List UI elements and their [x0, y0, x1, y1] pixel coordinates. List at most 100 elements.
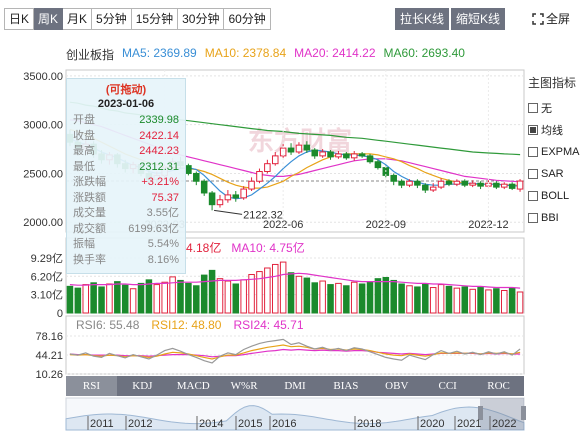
- candle-body: [477, 182, 484, 187]
- rsi-axis-label: 44.21: [35, 350, 63, 362]
- indicator-tab-bias[interactable]: BIAS: [333, 380, 359, 392]
- period-tab-4[interactable]: 15分钟: [131, 8, 179, 30]
- fullscreen-button[interactable]: 全屏: [532, 10, 570, 27]
- tooltip-value: 75.37: [151, 191, 179, 204]
- overview-selection: [480, 398, 524, 430]
- overview-right-handle: [521, 406, 526, 420]
- main-indicator-panel: 主图指标 无均线 EXPMA SAR BOLL BBI: [528, 74, 580, 229]
- candle-body: [453, 180, 461, 185]
- volume-bar: [445, 285, 453, 314]
- indicator-option-3[interactable]: SAR: [528, 163, 580, 185]
- period-tab-3[interactable]: 5分钟: [92, 8, 132, 30]
- ma-legend: 创业板指 MA5: 2369.89 MA10: 2378.84 MA20: 24…: [66, 46, 465, 63]
- shrink-kline-button[interactable]: 缩短K线: [451, 8, 506, 30]
- indicator-option-label: 无: [541, 103, 552, 115]
- price-axis-label: 3000.00: [23, 120, 63, 132]
- fullscreen-icon: [532, 12, 544, 25]
- volume-bar: [398, 283, 405, 314]
- volume-bar: [248, 274, 255, 314]
- ma20-value: MA20: 2414.22: [294, 46, 376, 60]
- checkbox-icon[interactable]: [528, 147, 538, 157]
- main-indicator-title: 主图指标: [528, 76, 577, 90]
- volume-bar: [477, 287, 484, 314]
- overview-year-label: 2022: [492, 418, 516, 430]
- candle-body: [240, 188, 247, 199]
- indicator-option-label: 均线: [541, 125, 563, 137]
- candle-body: [343, 153, 350, 159]
- indicator-tab-roc[interactable]: ROC: [487, 380, 510, 392]
- checked-checkbox-icon[interactable]: [528, 125, 538, 135]
- overview-left-handle: [478, 406, 483, 420]
- checkbox-icon[interactable]: [528, 213, 538, 223]
- tooltip-key: 收盘: [73, 129, 95, 142]
- price-axis-label: 2500.00: [23, 168, 63, 180]
- overview-year-label: 2015: [238, 418, 262, 430]
- indicator-tab-rsi[interactable]: RSI: [66, 376, 117, 396]
- rsi-axis-label: 78.16: [35, 331, 63, 343]
- candle-body: [390, 174, 397, 182]
- tooltip-key: 涨跌幅: [73, 176, 106, 188]
- volume-bar: [469, 288, 476, 314]
- tooltip-title: (可拖动): [105, 84, 147, 96]
- candle-body: [200, 180, 208, 194]
- tooltip-row: 最低 2312.31: [73, 160, 179, 176]
- checkbox-icon[interactable]: [528, 169, 538, 179]
- period-tab-0[interactable]: 日K: [4, 8, 35, 30]
- volume-bar: [453, 287, 461, 314]
- candle-body: [303, 144, 311, 151]
- candle-body: [500, 183, 508, 188]
- indicator-tab-dmi[interactable]: DMI: [284, 380, 306, 392]
- tooltip-value: 3.55亿: [146, 207, 179, 219]
- indicator-option-0[interactable]: 无: [528, 97, 580, 119]
- price-tooltip[interactable]: (可拖动) 2023-01-06 开盘 2339.98 收盘 2422.14 最高 244…: [66, 78, 186, 274]
- tooltip-key: 最低: [73, 160, 95, 173]
- candle-body: [287, 147, 295, 153]
- rsi12-value: RSI12: 48.80: [151, 318, 222, 332]
- volume-bar: [216, 278, 224, 314]
- candle-body: [429, 186, 437, 191]
- volume-bar: [366, 281, 374, 314]
- indicator-tab-kdj[interactable]: KDJ: [132, 380, 153, 392]
- indicator-option-5[interactable]: BBI: [528, 207, 580, 229]
- tooltip-value: 2312.31: [139, 160, 179, 173]
- candle-body: [398, 180, 405, 186]
- stretch-kline-button[interactable]: 拉长K线: [395, 8, 450, 30]
- indicator-option-4[interactable]: BOLL: [528, 185, 580, 207]
- checkbox-icon[interactable]: [528, 191, 538, 201]
- volume-axis-label: 6.20亿: [31, 270, 63, 283]
- candle-body: [469, 182, 476, 186]
- checkbox-icon[interactable]: [528, 103, 538, 113]
- indicator-option-label: EXPMA: [541, 146, 580, 158]
- tooltip-row: 换手率 8.16%: [73, 253, 179, 269]
- tooltip-value: 6199.63亿: [128, 222, 179, 235]
- indicator-tab-cci[interactable]: CCI: [438, 380, 457, 392]
- indicator-option-1[interactable]: 均线: [528, 119, 580, 141]
- indicator-tab-obv[interactable]: OBV: [385, 380, 409, 392]
- candle-body: [335, 153, 342, 158]
- period-tab-1[interactable]: 周K: [34, 8, 64, 30]
- candle-body: [193, 172, 200, 182]
- indicator-option-2[interactable]: EXPMA: [528, 141, 580, 163]
- tooltip-row: 涨跌额 75.37: [73, 191, 179, 207]
- overview-area: [65, 405, 525, 431]
- candle-body: [437, 180, 445, 188]
- period-tab-2[interactable]: 月K: [63, 8, 93, 30]
- indicator-tab-macd[interactable]: MACD: [176, 380, 210, 392]
- candle-body: [406, 180, 413, 186]
- volume-bar: [121, 284, 129, 314]
- period-tab-5[interactable]: 30分钟: [178, 8, 225, 30]
- tooltip-value: 5.54%: [147, 238, 179, 250]
- volume-value: 4.18亿: [186, 241, 222, 255]
- period-tab-6[interactable]: 60分钟: [224, 8, 271, 30]
- volume-bar: [335, 282, 342, 314]
- volume-bar: [500, 290, 508, 314]
- rsi6-value: RSI6: 55.48: [76, 318, 140, 332]
- volume-ma10-value: MA10: 4.75亿: [231, 241, 305, 255]
- candle-body: [461, 180, 469, 186]
- indicator-tab-wpctr[interactable]: W%R: [230, 380, 258, 392]
- ma10-value: MA10: 2378.84: [204, 46, 287, 60]
- time-axis-label: 2022-12: [468, 219, 508, 231]
- ma60-value: MA60: 2693.40: [383, 46, 465, 60]
- tooltip-row: 振幅 5.54%: [73, 237, 179, 253]
